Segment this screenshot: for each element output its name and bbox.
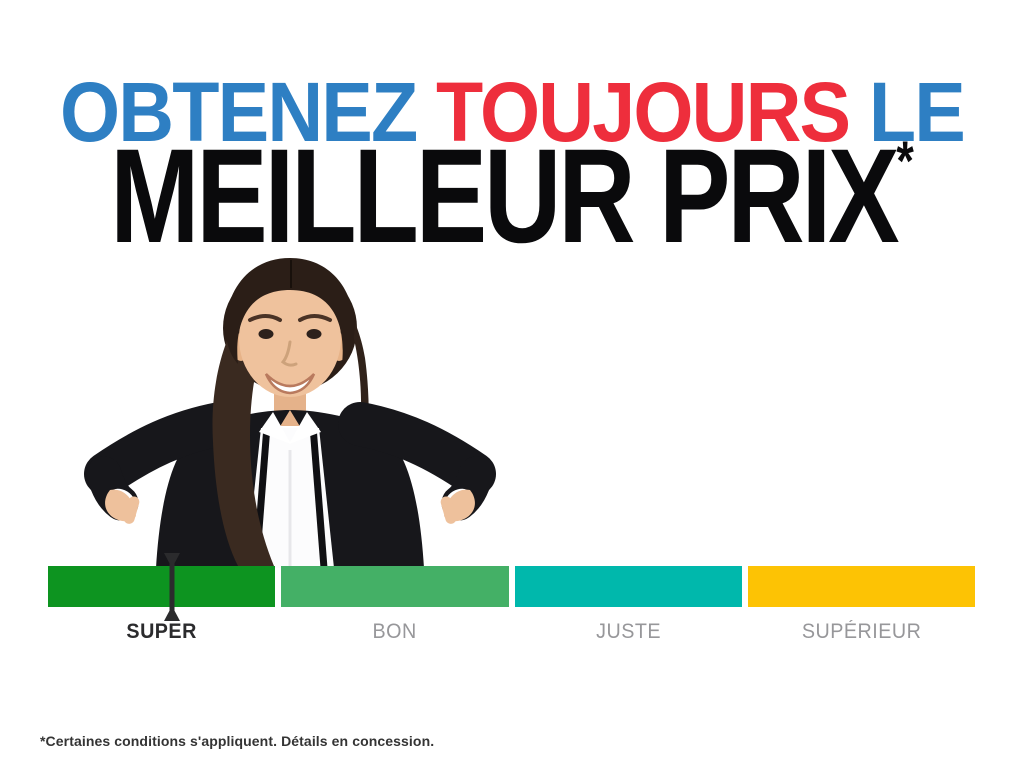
gauge-label-bon: BON bbox=[372, 620, 417, 643]
price-gauge-bar bbox=[48, 566, 975, 607]
ponytail bbox=[212, 304, 274, 566]
collar-right bbox=[289, 412, 321, 444]
pointing-finger-right bbox=[440, 496, 457, 524]
gauge-marker-icon bbox=[164, 553, 180, 621]
lapel-right bbox=[309, 425, 328, 568]
gauge-segment-super bbox=[48, 566, 276, 607]
eyebrow-right bbox=[298, 314, 332, 322]
asterisk-mark: * bbox=[896, 129, 914, 192]
collar-left bbox=[259, 412, 291, 444]
headline-word-le: LE bbox=[868, 65, 966, 159]
gauge-segment-juste bbox=[514, 566, 742, 607]
gauge-segment-bon bbox=[281, 566, 509, 607]
headline-word-toujours: TOUJOURS bbox=[435, 65, 851, 159]
gauge-label-super: SUPER bbox=[126, 620, 197, 643]
eyebrow-left bbox=[248, 314, 282, 322]
gauge-segment-superieur bbox=[747, 566, 975, 607]
legal-footnote: *Certaines conditions s'appliquent. Déta… bbox=[40, 733, 435, 749]
eye-left bbox=[258, 329, 274, 339]
pointing-finger-left bbox=[123, 496, 140, 524]
eye-right bbox=[306, 329, 322, 339]
headline-meilleur-prix: MEILLEUR PRIX bbox=[110, 122, 899, 271]
headline-word-obtenez: OBTENEZ bbox=[60, 65, 418, 159]
hair-top bbox=[225, 258, 355, 364]
face bbox=[239, 279, 341, 397]
gauge-label-juste: JUSTE bbox=[595, 620, 661, 643]
headline-line2: MEILLEUR PRIX* bbox=[102, 130, 921, 264]
businesswoman-pointing-down-photo bbox=[84, 258, 496, 568]
gauge-label-superieur: SUPÉRIEUR bbox=[801, 620, 922, 643]
price-gauge-labels: SUPER BON JUSTE SUPÉRIEUR bbox=[48, 620, 975, 644]
headline-line1: OBTENEZ TOUJOURS LE bbox=[41, 70, 983, 154]
nose bbox=[280, 340, 298, 367]
smile bbox=[264, 373, 316, 395]
